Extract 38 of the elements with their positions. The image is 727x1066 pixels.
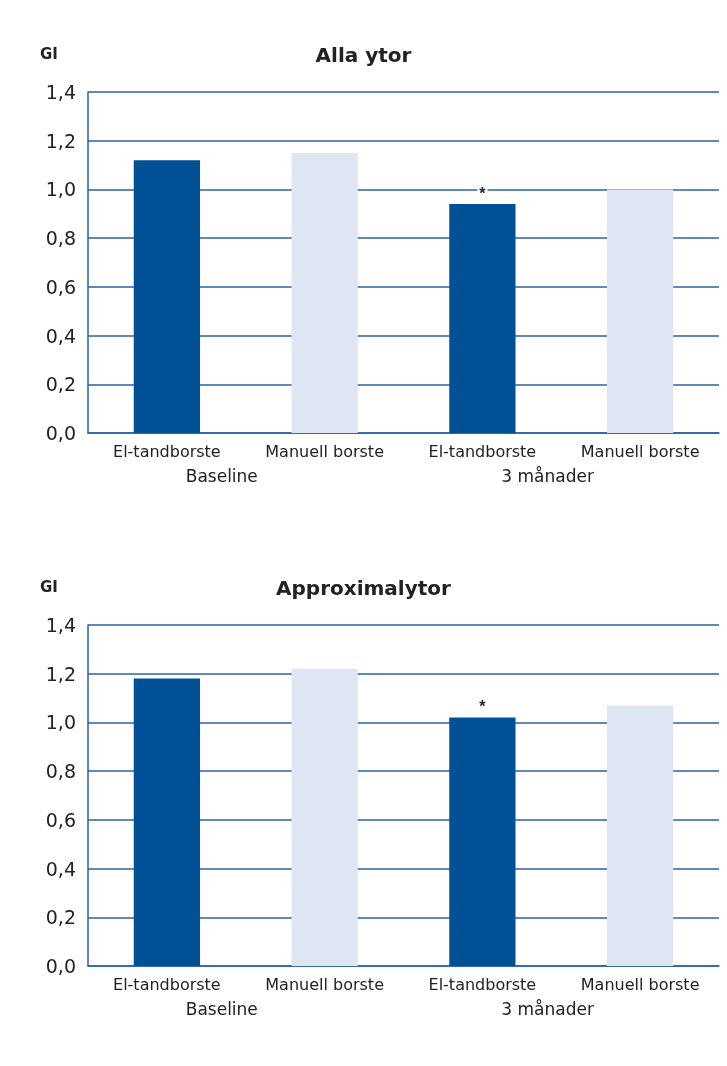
x-tick-label: El-tandborste <box>113 441 221 461</box>
x-tick-label: Manuell borste <box>265 441 384 461</box>
data-label: * <box>479 698 487 716</box>
y-tick-label: 0,6 <box>45 275 76 298</box>
y-tick-label: 0,2 <box>45 906 76 929</box>
y-tick-label: 0,0 <box>45 955 76 977</box>
text: 3 månader <box>501 998 594 1019</box>
text: 3 månader <box>501 465 594 486</box>
y-tick-label: 1,0 <box>45 711 76 734</box>
x-tick-label: El-tandborste <box>113 974 221 994</box>
y-tick-label: 1,4 <box>45 81 76 103</box>
y-tick-label: 1,2 <box>45 129 76 152</box>
bar <box>607 705 674 966</box>
y-tick-label: 1,2 <box>45 662 76 685</box>
data-label: * <box>479 184 487 202</box>
y-tick-label: 0,8 <box>45 760 76 783</box>
y-axis-title: GI <box>40 44 58 63</box>
y-tick-label: 0,2 <box>45 373 76 396</box>
chart-title: Approximalytor <box>276 576 452 600</box>
bar <box>133 678 200 966</box>
x-tick-label: El-tandborste <box>428 441 537 461</box>
x-tick-label: El-tandborste <box>428 974 537 994</box>
y-tick-label: 0,0 <box>45 422 76 444</box>
chart-title: Alla ytor <box>315 43 412 67</box>
y-axis-title: GI <box>40 577 58 596</box>
x-tick-label: Manuell borste <box>580 441 700 461</box>
text: Baseline <box>185 998 258 1019</box>
y-tick-label: 0,6 <box>45 808 76 831</box>
y-tick-label: 0,4 <box>45 857 76 880</box>
y-tick-label: 0,8 <box>45 227 76 250</box>
bar <box>449 717 516 966</box>
x-tick-label: Manuell borste <box>580 974 700 994</box>
y-tick-label: 0,4 <box>45 324 76 347</box>
bar <box>291 668 358 966</box>
text: Baseline <box>185 465 258 486</box>
y-tick-label: 1,0 <box>45 178 76 201</box>
y-tick-label: 1,4 <box>45 614 76 636</box>
x-tick-label: Manuell borste <box>265 974 384 994</box>
